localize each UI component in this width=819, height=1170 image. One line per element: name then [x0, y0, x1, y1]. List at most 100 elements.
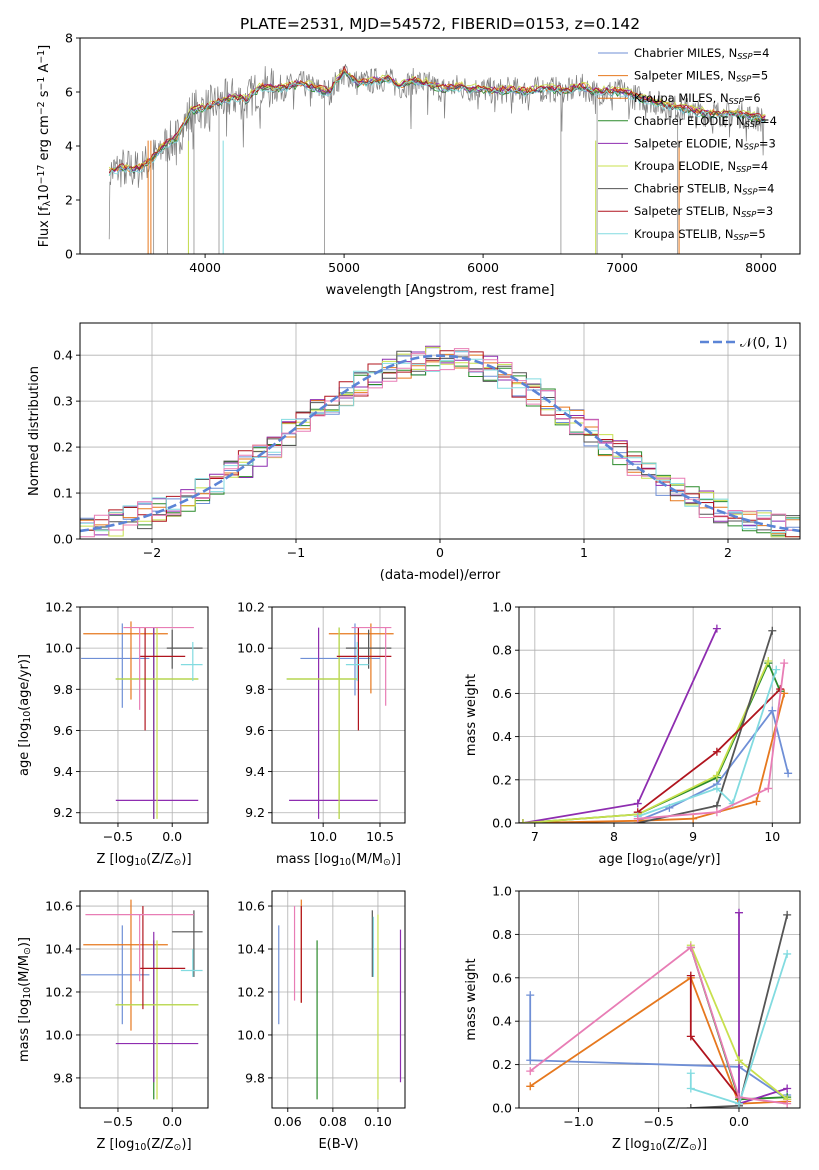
label-subscript: SSP — [736, 164, 751, 174]
y-tick-label: 0.4 — [492, 729, 512, 744]
axes-frame — [79, 890, 209, 1109]
label-subscript: SSP — [734, 232, 749, 242]
label-text: Z [log — [96, 852, 134, 867]
label-subscript: SSP — [742, 187, 757, 197]
label-subscript: 10 — [22, 987, 33, 999]
x-tick-label: 0.0 — [162, 1114, 182, 1129]
label-subscript: SSP — [744, 141, 759, 151]
label-text: Kroupa ELODIE, N — [634, 159, 736, 173]
y-tick-label: 1.0 — [492, 600, 512, 615]
y-tick-label: 10.0 — [237, 1027, 265, 1042]
mass-weight-line — [529, 945, 788, 1105]
y-tick-label: 9.8 — [53, 1070, 73, 1085]
y-tick-label: 0.0 — [53, 532, 73, 547]
x-tick-label: −0.5 — [103, 1114, 133, 1129]
mass-weight-line — [637, 669, 778, 818]
y-tick-label: 9.2 — [245, 805, 265, 820]
mass-weight-line — [689, 953, 789, 1105]
label-text: mass [log — [17, 999, 32, 1062]
y-tick-label: 10.6 — [45, 899, 73, 914]
y-tick-label: 9.8 — [245, 682, 265, 697]
legend-entry: Chabrier ELODIE, NSSP=4 — [634, 114, 777, 129]
mass-weight-vs-metallicity-panel: −1.0 −0.5 0.0 0.0 0.2 0.4 0.6 0.8 1.0 Z [log10(Z/… — [464, 884, 801, 1153]
label-text: =3 — [759, 136, 776, 150]
x-tick-label: 10 — [764, 829, 780, 844]
label-text: Kroupa STELIB, N — [634, 227, 734, 241]
axes-frame — [79, 322, 801, 540]
label-text: Chabrier STELIB, N — [634, 182, 742, 196]
label-subscript: SSP — [745, 119, 760, 129]
label-text: Flux [f — [37, 206, 52, 247]
x-tick-label: −0.5 — [644, 1114, 674, 1129]
label-superscript: −17 — [36, 165, 47, 185]
label-text: )] — [17, 937, 32, 947]
label-text: age [log — [17, 723, 32, 776]
mass-weight-marker — [734, 1093, 743, 1102]
label-text: )] — [697, 1137, 707, 1152]
x-axis-label: E(B-V) — [318, 1137, 358, 1152]
x-tick-label: 0.08 — [319, 1114, 347, 1129]
label-text: =4 — [752, 46, 769, 60]
y-tick-label: 10.0 — [45, 641, 73, 656]
x-tick-label: 6000 — [467, 260, 499, 275]
label-text: Z [log — [96, 1137, 134, 1152]
label-text: (age/yr)] — [664, 852, 721, 867]
x-tick-label: 10.5 — [366, 829, 394, 844]
mass-weight-marker — [686, 1032, 695, 1041]
y-axis-label: Normed distribution — [27, 366, 42, 496]
x-tick-label: 8 — [610, 829, 618, 844]
label-text: (Z/Z — [146, 1137, 173, 1152]
x-tick-label: 5000 — [328, 260, 360, 275]
y-tick-label: 10.6 — [237, 899, 265, 914]
x-axis-label: wavelength [Angstrom, rest frame] — [326, 283, 555, 298]
label-text: Chabrier ELODIE, N — [634, 114, 745, 128]
axes-frame — [79, 606, 209, 824]
label-text: wavelength [Angstrom, rest frame] — [326, 283, 555, 298]
mass-vs-metallicity-panel: −0.5 0.09.810.010.210.410.6Z [log10(Z/Z⊙)… — [17, 890, 209, 1153]
y-axis-label: age [log10(age/yr)] — [17, 654, 33, 776]
mass-weight-marker — [772, 665, 781, 674]
label-subscript: ⊙ — [174, 857, 182, 868]
label-text: (age/yr)] — [17, 654, 32, 711]
label-superscript: −1 — [36, 50, 47, 64]
x-tick-label: 7000 — [606, 260, 638, 275]
mass-weight-marker — [712, 771, 721, 780]
label-subscript: ⊙ — [22, 947, 33, 955]
label-subscript: 10 — [134, 857, 146, 868]
grid-lines — [80, 891, 208, 1108]
mass-weight-marker — [783, 949, 792, 958]
legend-entry: Salpeter ELODIE, NSSP=3 — [634, 136, 776, 151]
model-spectrum-line — [108, 73, 766, 176]
x-axis-label: Z [log10(Z/Z⊙)] — [96, 1137, 191, 1153]
model-spectrum-line — [108, 65, 766, 174]
label-text: (M/M — [17, 955, 32, 987]
model-spectrum-line — [108, 70, 766, 175]
label-text: Salpeter ELODIE, N — [634, 136, 744, 150]
mass-weight-marker — [526, 991, 535, 1000]
plot-area — [526, 908, 792, 1108]
y-tick-label: 0.8 — [492, 643, 512, 658]
label-text: =4 — [760, 114, 777, 128]
plot-area — [278, 899, 402, 1100]
x-tick-label: 10.0 — [309, 829, 337, 844]
residual-histogram-series — [80, 350, 800, 539]
y-tick-label: 10.2 — [45, 984, 73, 999]
mass-weight-marker — [689, 814, 698, 823]
y-tick-label: 9.8 — [53, 682, 73, 697]
y-tick-label: 10.0 — [45, 1027, 73, 1042]
label-text: mass [log — [276, 852, 339, 867]
mass-weight-marker — [686, 971, 695, 980]
legend-entry: Kroupa STELIB, NSSP=5 — [634, 227, 766, 242]
y-tick-label: 0.2 — [492, 1057, 512, 1072]
y-tick-label: 10.2 — [45, 600, 73, 615]
y-tick-label: 0.6 — [492, 970, 512, 985]
mass-weight-marker — [526, 1082, 535, 1091]
mass-weight-marker — [686, 943, 695, 952]
normal-reference-curve — [80, 354, 800, 533]
model-spectrum-line — [108, 70, 766, 172]
mass-weight-marker — [686, 1069, 695, 1078]
mass-weight-marker — [686, 1104, 695, 1108]
